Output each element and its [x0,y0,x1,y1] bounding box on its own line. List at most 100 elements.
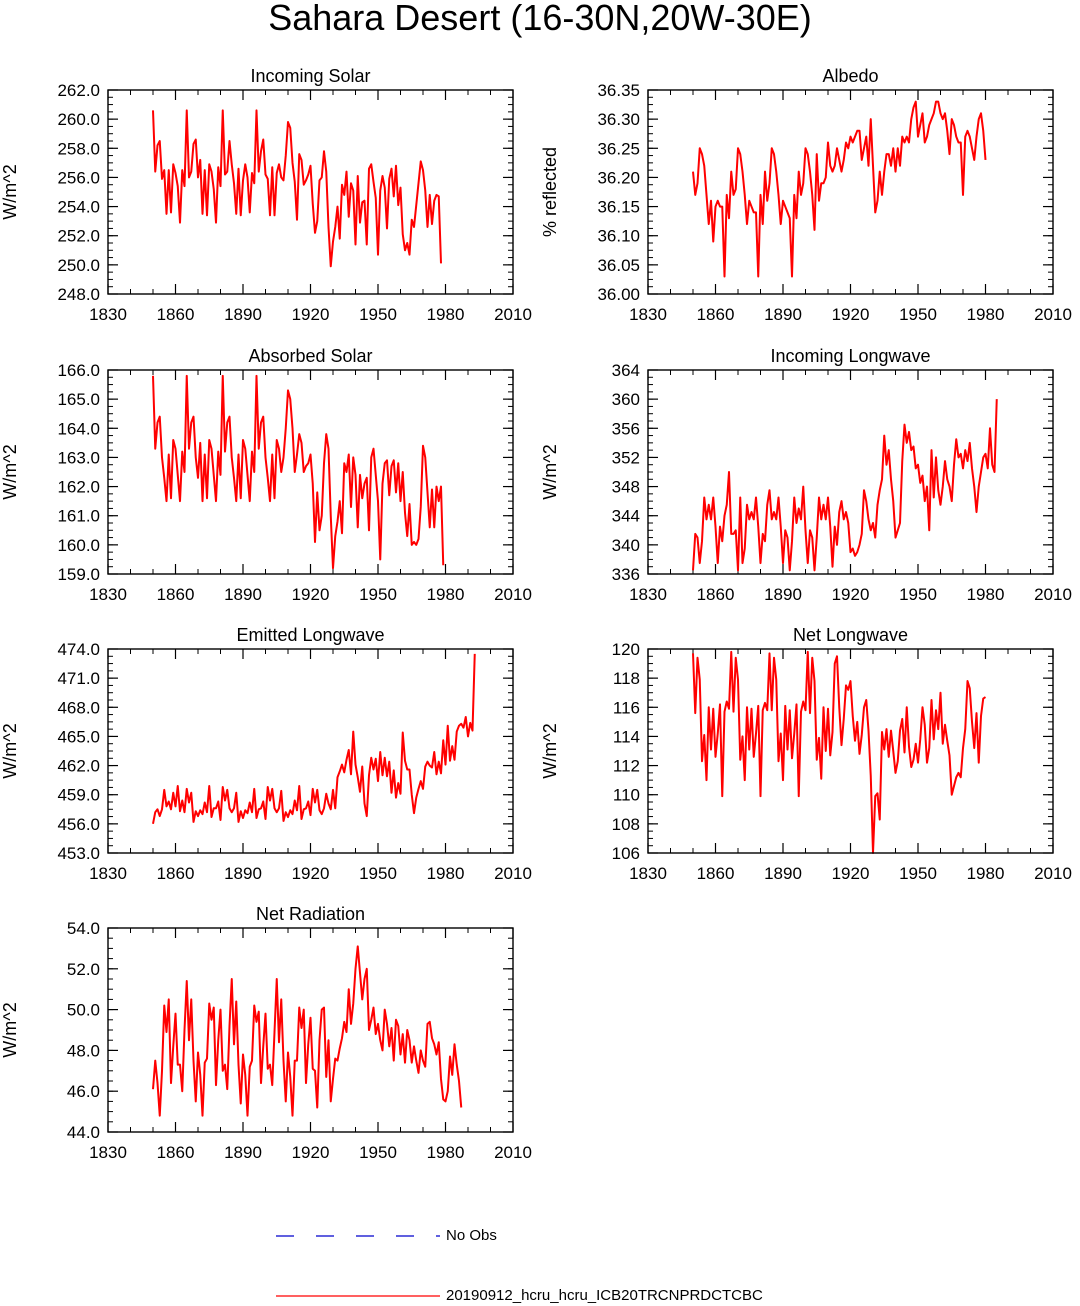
x-tick-label: 1830 [89,585,127,604]
plot-frame [107,369,514,575]
y-tick-label: 340 [612,536,640,555]
x-tick-label: 1980 [967,305,1005,324]
x-tick-label: 2010 [1034,585,1072,604]
x-tick-label: 1860 [157,1143,195,1162]
series-line-model [692,399,998,572]
x-tick-label: 1920 [292,1143,330,1162]
x-tick-label: 2010 [1034,864,1072,883]
y-tick-label: 364 [612,361,640,380]
panel-incoming-longwave: Incoming Longwave W/m^2 1830 1860 1890 1920 19… [540,346,1072,604]
y-tick-label: 106 [612,844,640,863]
x-tick-label: 1920 [292,864,330,883]
x-tick-label: 1980 [427,864,465,883]
x-tick-label: 2010 [494,864,532,883]
plot-frame [107,927,514,1133]
x-tick-label: 1980 [967,864,1005,883]
panel-title: Net Longwave [793,625,908,645]
y-tick-label: 348 [612,478,640,497]
y-tick-label: 36.25 [597,139,640,158]
legend-model-label: 20190912_hcru_hcru_ICB20TRCNPRDCTCBC [446,1287,763,1304]
y-tick-label: 110 [613,786,640,805]
x-tick-label: 1860 [697,305,735,324]
x-tick-label: 1890 [224,305,262,324]
y-tick-label: 356 [612,419,640,438]
y-tick-label: 160.0 [57,536,100,555]
panel-incoming-solar: Incoming Solar W/m^2 1830 1860 1890 1920 1950 1… [0,66,532,324]
plot-frame [107,648,514,854]
y-tick-label: 256.0 [57,168,100,187]
y-tick-label: 50.0 [67,1001,100,1020]
x-tick-label: 1830 [629,864,667,883]
y-tick-label: 118 [613,669,640,688]
figure-title: Sahara Desert (16-30N,20W-30E) [268,0,812,38]
plot-frame [647,648,1054,854]
y-tick-label: 260.0 [57,110,100,129]
y-tick-label: 120 [612,640,640,659]
series-line-model [692,650,987,854]
x-tick-label: 1890 [224,864,262,883]
y-tick-label: 36.05 [597,256,640,275]
x-tick-label: 1890 [224,1143,262,1162]
x-tick-label: 1890 [764,864,802,883]
x-tick-label: 1860 [697,585,735,604]
series-line-model [152,945,463,1117]
y-tick-label: 163.0 [57,448,100,467]
x-tick-label: 1830 [89,305,127,324]
y-tick-label: 262.0 [57,81,100,100]
x-tick-label: 1920 [292,585,330,604]
x-tick-label: 1950 [359,1143,397,1162]
x-tick-label: 1950 [359,864,397,883]
y-axis-label: W/m^2 [0,723,20,778]
y-tick-label: 453.0 [57,844,100,863]
y-tick-label: 44.0 [67,1123,100,1142]
y-tick-label: 161.0 [57,507,100,526]
y-tick-label: 36.30 [597,110,640,129]
y-tick-label: 254.0 [57,198,100,217]
y-tick-label: 166.0 [57,361,100,380]
y-axis-label: W/m^2 [0,164,20,219]
plot-frame [647,369,1054,575]
x-tick-label: 1980 [427,585,465,604]
x-tick-label: 2010 [494,305,532,324]
y-tick-label: 36.20 [597,168,640,187]
y-tick-label: 116 [613,698,640,717]
plot-frame [647,89,1054,295]
y-tick-label: 112 [613,757,640,776]
y-tick-label: 165.0 [57,390,100,409]
x-tick-label: 1890 [224,585,262,604]
x-tick-label: 1950 [359,305,397,324]
y-tick-label: 36.15 [597,198,640,217]
x-tick-label: 1920 [832,305,870,324]
plot-frame [107,89,514,295]
panel-albedo: Albedo % reflected 1830 1860 1890 1920 1950 198… [540,66,1072,324]
x-tick-label: 1830 [629,585,667,604]
x-tick-label: 1860 [157,305,195,324]
x-tick-label: 1860 [157,585,195,604]
panel-title: Incoming Longwave [770,346,930,366]
panel-net-longwave: Net Longwave W/m^2 1830 1860 1890 1920 1950 198… [540,625,1072,883]
y-tick-label: 360 [612,390,640,409]
y-tick-label: 344 [612,507,640,526]
panel-absorbed-solar: Absorbed Solar W/m^2 1830 1860 1890 1920 1950 1… [0,346,532,604]
y-tick-label: 468.0 [57,698,100,717]
panel-title: Absorbed Solar [248,346,372,366]
y-tick-label: 108 [612,815,640,834]
x-tick-label: 1830 [629,305,667,324]
panel-title: Net Radiation [256,904,365,924]
series-line-model [152,653,476,825]
x-tick-label: 1860 [157,864,195,883]
y-tick-label: 114 [613,727,640,746]
y-tick-label: 36.35 [597,81,640,100]
y-tick-label: 48.0 [67,1041,100,1060]
x-tick-label: 2010 [494,585,532,604]
series-line-model [152,374,445,570]
x-tick-label: 1890 [764,305,802,324]
y-tick-label: 248.0 [57,285,100,304]
y-axis-label: W/m^2 [0,444,20,499]
y-axis-label: W/m^2 [540,723,560,778]
x-tick-label: 2010 [1034,305,1072,324]
x-tick-label: 1830 [89,1143,127,1162]
x-tick-label: 1920 [832,864,870,883]
y-tick-label: 462.0 [57,757,100,776]
panel-emitted-longwave: Emitted Longwave W/m^2 1830 1860 1890 1920 195… [0,625,532,883]
